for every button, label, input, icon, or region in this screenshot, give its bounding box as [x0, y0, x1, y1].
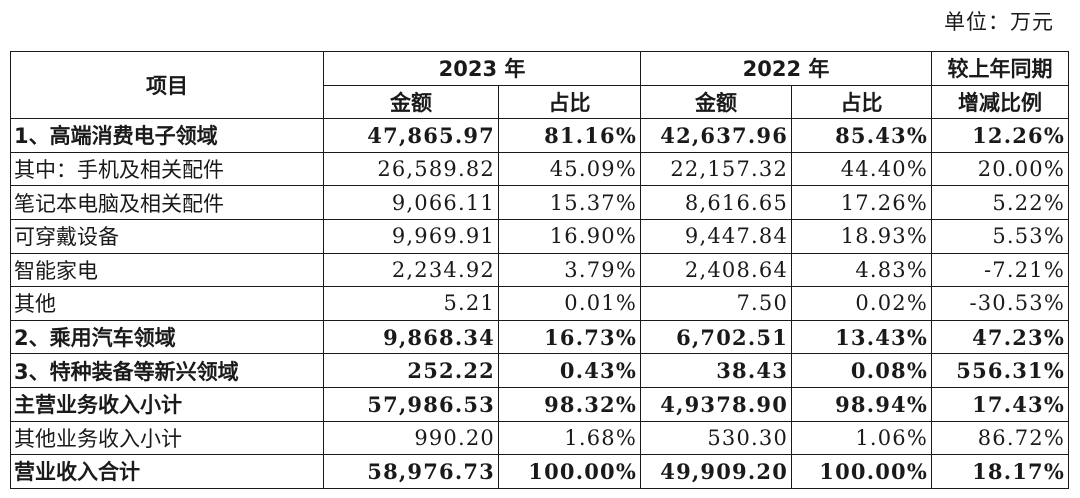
row-label: 3、特种装备等新兴领域: [10, 353, 324, 388]
table-body: 1、高端消费电子领域 47,865.97 81.16% 42,637.96 85.43%…: [10, 118, 1070, 489]
amount-2023: 2,234.92: [323, 252, 499, 288]
table-row: 智能家电 2,234.92 3.79% 2,408.64 4.83% -7.21%: [10, 252, 1070, 288]
row-label: 2、乘用汽车领域: [10, 319, 324, 355]
table-row: 可穿戴设备 9,969.91 16.90% 9,447.84 18.93% 5.53%: [10, 218, 1070, 254]
revenue-table: 项目 2023 年 2022 年 较上年同期 金额 占比 金额 占比 增减比例 …: [10, 50, 1070, 489]
amount-2022: 38.43: [640, 353, 793, 388]
amount-2022: 2,408.64: [640, 252, 793, 288]
yoy-change: 18.17%: [931, 454, 1070, 489]
row-label: 其他业务收入小计: [10, 420, 324, 456]
yoy-change: 12.26%: [931, 118, 1070, 153]
row-label: 1、高端消费电子领域: [10, 118, 324, 153]
ratio-2023: 1.68%: [497, 420, 642, 456]
amount-2022: 6,702.51: [640, 319, 793, 355]
table-row: 3、特种装备等新兴领域 252.22 0.43% 38.43 0.08% 556.31%: [10, 353, 1070, 388]
table-row: 营业收入合计 58,976.73 100.00% 49,909.20 100.00% 18…: [10, 454, 1070, 489]
ratio-2022: 44.40%: [791, 151, 933, 187]
ratio-2023: 0.01%: [497, 286, 642, 321]
ratio-2022: 0.08%: [791, 353, 933, 388]
ratio-2022: 13.43%: [791, 319, 933, 355]
amount-2023: 252.22: [323, 353, 499, 388]
header-year-2023: 2023 年: [322, 51, 642, 86]
header-row-years: 项目 2023 年 2022 年 较上年同期: [10, 50, 1070, 120]
amount-2022: 4,9378.90: [640, 386, 793, 422]
ratio-2023: 3.79%: [497, 252, 642, 288]
yoy-change: 5.22%: [931, 185, 1070, 220]
table-row: 其中：手机及相关配件 26,589.82 45.09% 22,157.32 44.40%…: [10, 151, 1070, 187]
header-ratio-2023: 占比: [497, 84, 642, 120]
header-year-2022: 2022 年: [640, 51, 933, 86]
header-change-line1: 较上年同期: [931, 51, 1070, 86]
amount-2023: 9,066.11: [323, 185, 499, 220]
yoy-change: 86.72%: [931, 420, 1070, 456]
table-row: 主营业务收入小计 57,986.53 98.32% 4,9378.90 98.94% 17…: [10, 386, 1070, 422]
row-label: 其他: [10, 286, 324, 321]
amount-2023: 26,589.82: [323, 151, 499, 187]
yoy-change: 47.23%: [931, 319, 1070, 355]
ratio-2023: 16.73%: [497, 319, 642, 355]
ratio-2023: 45.09%: [497, 151, 642, 187]
ratio-2022: 17.26%: [791, 185, 933, 220]
header-change-line2: 增减比例: [931, 84, 1070, 120]
ratio-2023: 0.43%: [497, 353, 642, 388]
ratio-2023: 15.37%: [497, 185, 642, 220]
amount-2023: 9,969.91: [323, 218, 499, 254]
amount-2023: 58,976.73: [323, 454, 499, 489]
table-row: 2、乘用汽车领域 9,868.34 16.73% 6,702.51 13.43% 47.2…: [10, 319, 1070, 355]
ratio-2023: 16.90%: [497, 218, 642, 254]
amount-2022: 42,637.96: [640, 118, 793, 153]
ratio-2023: 81.16%: [497, 118, 642, 153]
ratio-2022: 18.93%: [791, 218, 933, 254]
yoy-change: -7.21%: [931, 252, 1070, 288]
yoy-change: 17.43%: [931, 386, 1070, 422]
header-ratio-2022: 占比: [791, 84, 933, 120]
row-label: 营业收入合计: [10, 454, 324, 489]
ratio-2022: 0.02%: [791, 286, 933, 321]
ratio-2022: 1.06%: [791, 420, 933, 456]
ratio-2023: 98.32%: [497, 386, 642, 422]
table-row: 其他业务收入小计 990.20 1.68% 530.30 1.06% 86.72%: [10, 420, 1070, 456]
amount-2022: 530.30: [640, 420, 793, 456]
ratio-2022: 100.00%: [791, 454, 933, 489]
unit-label: 单位：万元: [944, 10, 1054, 34]
header-item: 项目: [10, 50, 324, 120]
header-amount-2023: 金额: [323, 84, 499, 120]
amount-2023: 9,868.34: [323, 319, 499, 355]
yoy-change: 20.00%: [931, 151, 1070, 187]
yoy-change: 556.31%: [931, 353, 1070, 388]
row-label: 其中：手机及相关配件: [10, 151, 324, 187]
amount-2023: 57,986.53: [323, 386, 499, 422]
amount-2022: 49,909.20: [640, 454, 793, 489]
table-row: 1、高端消费电子领域 47,865.97 81.16% 42,637.96 85.43%…: [10, 118, 1070, 153]
row-label: 可穿戴设备: [10, 218, 324, 254]
row-label: 智能家电: [10, 252, 324, 288]
amount-2022: 7.50: [640, 286, 793, 321]
amount-2022: 9,447.84: [640, 218, 793, 254]
amount-2023: 990.20: [323, 420, 499, 456]
yoy-change: 5.53%: [931, 218, 1070, 254]
ratio-2022: 4.83%: [791, 252, 933, 288]
amount-2023: 5.21: [323, 286, 499, 321]
table-row: 其他 5.21 0.01% 7.50 0.02% -30.53%: [10, 286, 1070, 321]
amount-2022: 8,616.65: [640, 185, 793, 220]
table-row: 笔记本电脑及相关配件 9,066.11 15.37% 8,616.65 17.26% 5.…: [10, 185, 1070, 220]
header-amount-2022: 金额: [640, 84, 793, 120]
amount-2023: 47,865.97: [323, 118, 499, 153]
ratio-2023: 100.00%: [497, 454, 642, 489]
amount-2022: 22,157.32: [640, 151, 793, 187]
ratio-2022: 98.94%: [791, 386, 933, 422]
ratio-2022: 85.43%: [791, 118, 933, 153]
row-label: 主营业务收入小计: [10, 386, 324, 422]
yoy-change: -30.53%: [931, 286, 1070, 321]
row-label: 笔记本电脑及相关配件: [10, 185, 324, 220]
